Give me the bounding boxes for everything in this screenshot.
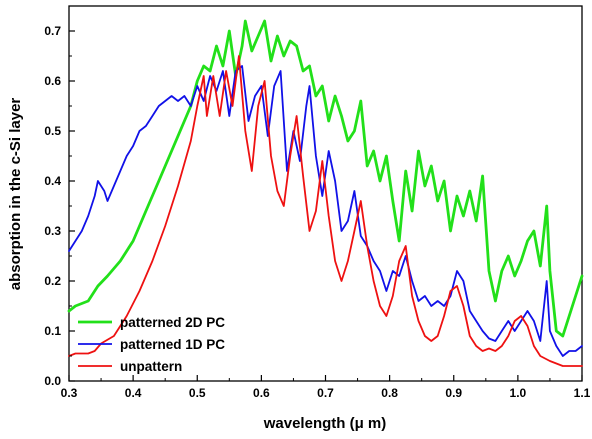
legend-label-2: patterned 1D PC — [120, 337, 225, 352]
series-line-3 — [68, 55, 583, 367]
x-tick-label: 1.1 — [574, 386, 591, 400]
series-line-2 — [68, 65, 583, 357]
x-tick-label: 0.6 — [253, 386, 270, 400]
y-tick-label: 0.1 — [44, 324, 61, 338]
y-tick-label: 0.7 — [44, 24, 61, 38]
y-tick-label: 0.5 — [44, 124, 61, 138]
y-tick-label: 0.6 — [44, 74, 61, 88]
series-layer — [67, 19, 584, 367]
legend-label-3: unpattern — [120, 359, 182, 374]
x-tick-label: 0.3 — [61, 386, 78, 400]
x-tick-label: 0.8 — [381, 386, 398, 400]
y-tick-label: 0.4 — [44, 174, 61, 188]
x-tick-label: 0.9 — [445, 386, 462, 400]
series-line-1 — [67, 19, 584, 338]
legend: patterned 2D PC patterned 1D PC unpattern — [78, 315, 225, 374]
x-tick-label: 0.7 — [317, 386, 334, 400]
y-axis-title: absorption in the c-Si layer — [7, 98, 24, 291]
y-tick-label: 0.0 — [44, 374, 61, 388]
y-tick-label: 0.3 — [44, 224, 61, 238]
x-tick-label: 1.0 — [510, 386, 527, 400]
x-tick-label: 0.5 — [189, 386, 206, 400]
legend-label-1: patterned 2D PC — [120, 315, 225, 330]
x-tick-label: 0.4 — [125, 386, 142, 400]
y-tick-label: 0.2 — [44, 274, 61, 288]
tick-layer: 0.3 0.4 0.5 0.6 0.7 0.8 0.9 1.0 1.1 0.0 0.1 0.2 0.3 0… — [44, 5, 591, 400]
x-axis-title: wavelength (μ m) — [263, 415, 387, 432]
